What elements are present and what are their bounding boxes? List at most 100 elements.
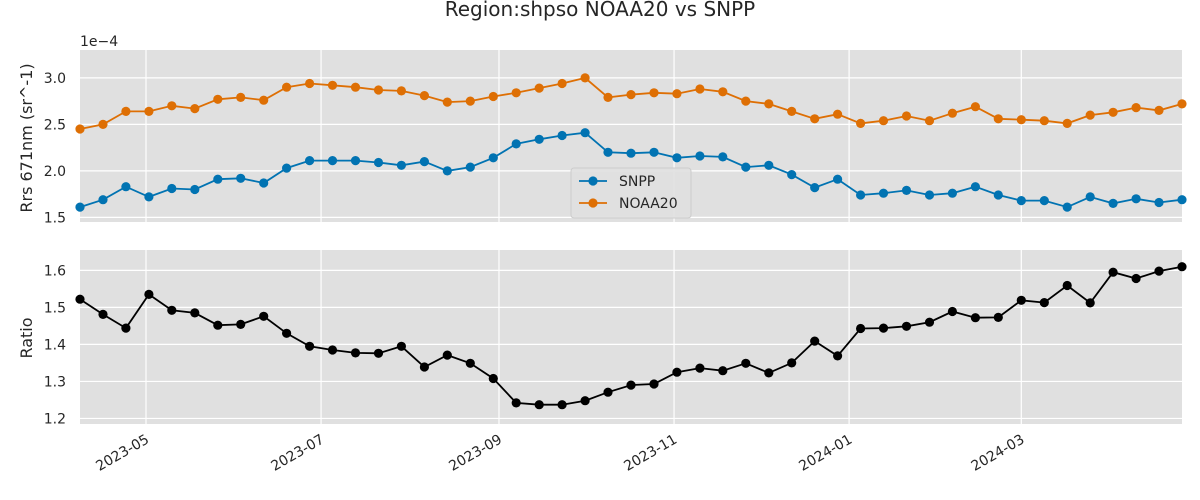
- bottom-panel: 1.2 1.3 1.4 1.5 1.6: [44, 250, 1187, 427]
- top-data-point: [718, 152, 728, 162]
- top-data-point: [856, 118, 866, 128]
- bottom-y-tick-label: 1.5: [44, 300, 66, 316]
- bottom-y-tick-label: 1.3: [44, 374, 66, 390]
- top-y-tick-label: 3.0: [44, 71, 66, 87]
- bottom-data-point: [924, 317, 935, 327]
- top-data-point: [833, 109, 843, 119]
- top-data-point: [580, 73, 590, 83]
- top-data-point: [282, 163, 292, 173]
- top-data-point: [1154, 197, 1164, 208]
- x-tick-label: 2023-11: [621, 432, 680, 475]
- top-data-point: [488, 91, 498, 102]
- top-data-point: [350, 156, 361, 166]
- top-data-point: [167, 183, 177, 194]
- top-data-point: [787, 106, 797, 116]
- top-data-point: [626, 90, 636, 100]
- top-data-point: [534, 83, 544, 93]
- top-data-point: [488, 153, 498, 163]
- bottom-data-point: [1131, 273, 1141, 284]
- bottom-data-point: [672, 367, 682, 377]
- top-data-point: [396, 86, 406, 96]
- top-data-point: [970, 102, 981, 112]
- top-data-point: [878, 116, 889, 126]
- top-data-point: [1039, 116, 1049, 126]
- legend-marker-NOAA20: [588, 198, 598, 208]
- top-data-point: [603, 147, 613, 157]
- bottom-data-point: [787, 358, 797, 368]
- bottom-data-point: [970, 313, 981, 323]
- top-data-point: [419, 91, 429, 101]
- top-data-point: [649, 88, 659, 98]
- x-tick-label: 2023-09: [446, 432, 505, 475]
- bottom-data-point: [718, 366, 728, 376]
- top-data-point: [672, 89, 682, 99]
- top-data-point: [511, 88, 521, 98]
- top-data-point: [144, 192, 154, 202]
- top-data-point: [1131, 103, 1141, 113]
- bottom-data-point: [327, 345, 338, 355]
- top-data-point: [190, 104, 200, 114]
- x-tick-label: 2023-05: [93, 432, 152, 475]
- top-data-point: [465, 96, 475, 106]
- bottom-data-point: [1016, 295, 1026, 305]
- top-data-point: [419, 157, 429, 167]
- bottom-data-point: [282, 328, 292, 338]
- bottom-data-point: [649, 379, 659, 389]
- bottom-data-point: [236, 319, 246, 329]
- bottom-y-axis-label: Ratio: [17, 317, 36, 358]
- top-data-point: [787, 170, 797, 180]
- top-data-point: [373, 157, 384, 168]
- top-data-point: [947, 188, 958, 198]
- top-data-point: [1085, 110, 1095, 120]
- bottom-y-tick-label: 1.6: [44, 263, 66, 279]
- top-y-tick-label: 2.5: [44, 117, 66, 133]
- top-data-point: [75, 124, 85, 134]
- top-data-point: [741, 96, 751, 106]
- bottom-data-point: [557, 400, 567, 410]
- top-data-point: [144, 106, 154, 116]
- x-tick-label: 2024-01: [796, 432, 855, 475]
- top-data-point: [327, 156, 338, 166]
- top-data-point: [1154, 105, 1164, 115]
- legend: SNPP NOAA20: [570, 167, 692, 219]
- bottom-data-point: [534, 400, 544, 410]
- top-data-point: [764, 160, 774, 170]
- top-data-point: [649, 147, 659, 157]
- top-data-point: [236, 173, 246, 183]
- top-data-point: [993, 114, 1003, 124]
- top-data-point: [259, 95, 269, 105]
- bottom-plot-background: [80, 250, 1182, 424]
- top-data-point: [924, 116, 935, 126]
- top-data-point: [1062, 202, 1072, 212]
- top-data-point: [534, 134, 544, 144]
- top-data-point: [718, 87, 728, 97]
- bottom-data-point: [1177, 262, 1187, 272]
- legend-label-NOAA20: NOAA20: [619, 196, 678, 212]
- top-y-tick-label: 2.0: [44, 164, 66, 180]
- top-data-point: [947, 108, 958, 118]
- top-data-point: [259, 178, 269, 188]
- top-data-point: [465, 162, 475, 172]
- x-tick-labels: 2023-05 2023-07 2023-09 2023-11 2024-01 2024-…: [93, 432, 1027, 475]
- top-data-point: [856, 190, 866, 200]
- top-data-point: [282, 82, 292, 92]
- top-data-point: [878, 188, 889, 198]
- bottom-data-point: [764, 368, 774, 378]
- top-data-point: [1062, 118, 1072, 128]
- bottom-data-point: [75, 294, 85, 304]
- bottom-data-point: [580, 396, 590, 406]
- x-tick-label: 2024-03: [969, 432, 1028, 475]
- top-data-point: [75, 202, 85, 212]
- bottom-data-point: [901, 321, 912, 331]
- top-data-point: [1108, 198, 1118, 208]
- top-offset-text: 1e−4: [80, 34, 118, 50]
- top-y-axis-label: Rrs 671nm (sr^-1): [17, 63, 36, 212]
- top-data-point: [98, 195, 108, 205]
- top-data-point: [305, 78, 315, 89]
- top-data-point: [511, 139, 521, 149]
- top-data-point: [1108, 107, 1118, 117]
- top-data-point: [764, 99, 774, 109]
- top-data-point: [1016, 196, 1026, 206]
